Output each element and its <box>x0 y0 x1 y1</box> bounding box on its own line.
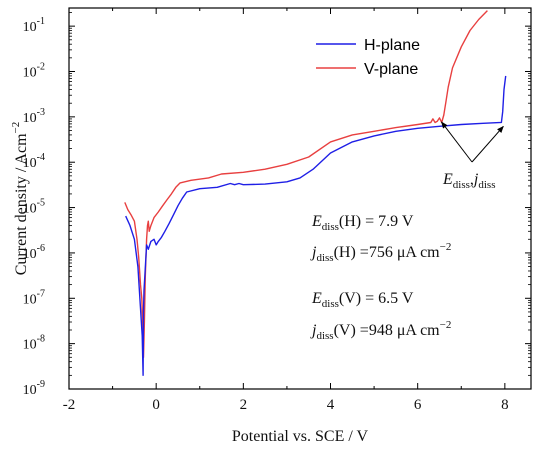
y-tick-label: 10-4 <box>23 152 45 171</box>
annotation-value-line: Ediss(V) = 6.5 V <box>311 290 414 310</box>
y-tick-label: 10-7 <box>23 288 45 307</box>
y-tick-label: 10-8 <box>23 334 45 353</box>
y-tick-label: 10-2 <box>23 62 45 81</box>
annotation-arrow <box>471 125 504 163</box>
annotation-arrow <box>441 121 473 163</box>
annotation-value-line: Ediss(H) = 7.9 V <box>311 213 414 233</box>
x-tick-label: 8 <box>501 397 509 413</box>
axes-group: -2 0 2 4 6 8 10-9 10-8 10-7 10-6 10-5 10-4 10-3 10-2 1… <box>10 7 532 445</box>
x-axis-label: Potential vs. SCE / V <box>232 428 369 445</box>
annotation-value-line: jdiss(V) =948 μA cm−2 <box>310 319 451 342</box>
y-tick-label: 10-3 <box>23 107 45 126</box>
annotation-value-line: jdiss(H) =756 μA cm−2 <box>310 241 451 264</box>
y-tick-label: 10-1 <box>23 16 45 35</box>
x-tick-label: 2 <box>240 397 248 413</box>
y-tick-label: 10-5 <box>23 198 45 217</box>
legend-label: H-plane <box>364 37 420 54</box>
series-line-v-plane <box>124 10 488 358</box>
x-tick-label: 6 <box>414 397 422 413</box>
y-tick-label: 10-6 <box>23 243 45 262</box>
legend-label: V-plane <box>364 61 418 78</box>
y-axis-label: Current density / Acm−2 <box>10 122 30 275</box>
annotations-group: H-plane V-plane Ediss,jdiss Ediss(H) = 7.9 … <box>310 37 504 342</box>
plot-frame <box>68 7 532 390</box>
y-tick-label: 10-9 <box>23 379 45 398</box>
x-tick-label: 4 <box>327 397 335 413</box>
series-line-h-plane <box>125 75 507 376</box>
x-tick-label: 0 <box>152 397 160 413</box>
x-tick-label: -2 <box>63 397 76 413</box>
annotation-edis-jdiss: Ediss,jdiss <box>442 171 495 191</box>
